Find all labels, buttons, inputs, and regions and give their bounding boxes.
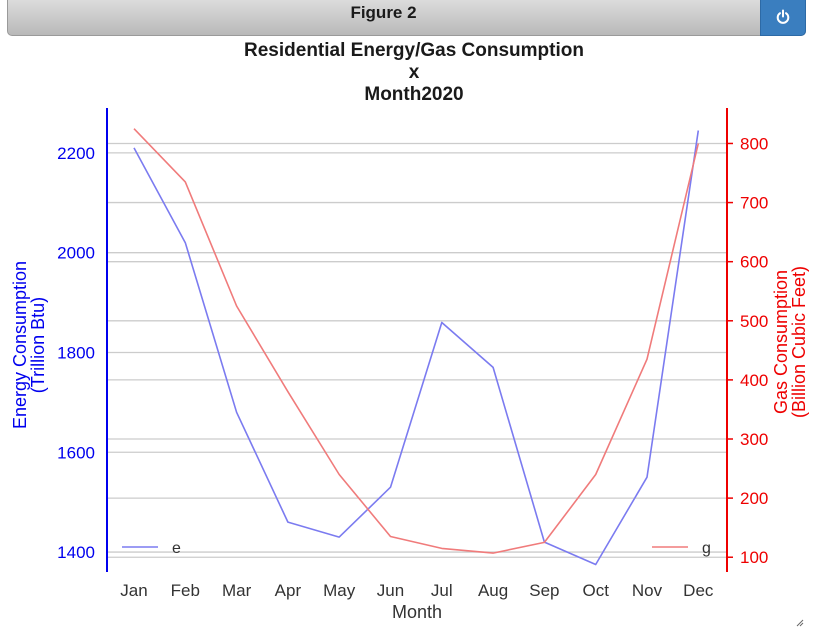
grid-lines (107, 142, 727, 558)
x-tick-label: Nov (632, 581, 663, 600)
figure-titlebar: Figure 2 (7, 0, 806, 36)
right-tick-label: 300 (740, 430, 768, 449)
chart-title-line: Residential Energy/Gas Consumption (244, 40, 584, 61)
left-tick-label: 1600 (57, 443, 95, 462)
right-axis-label: Gas Consumption (771, 270, 791, 414)
tick-labels: 1400 1600 1800 2000 2200 100 200 300 400 500 600 70… (57, 134, 768, 600)
x-tick-label: Mar (222, 581, 252, 600)
right-tick-label: 800 (740, 134, 768, 153)
x-tick-label: Feb (171, 581, 200, 600)
series-line-g (133, 128, 700, 554)
x-tick-label: Jun (377, 581, 404, 600)
resize-grip-icon[interactable] (796, 619, 804, 627)
left-tick-label: 2000 (57, 244, 95, 263)
legend-label-e: e (172, 540, 181, 557)
x-tick-label: Sep (529, 581, 559, 600)
window-title: Figure 2 (350, 3, 417, 22)
right-tick-label: 500 (740, 312, 768, 331)
axes (106, 108, 728, 572)
left-axis-label: (Trillion Btu) (28, 297, 48, 393)
x-tick-label: Jul (431, 581, 453, 600)
series-lines (133, 128, 700, 566)
power-icon (776, 9, 790, 24)
x-tick-label: May (323, 581, 356, 600)
left-tick-label: 1800 (57, 343, 95, 362)
axis-labels: Month Energy Consumption(Trillion Btu) Gas… (10, 261, 809, 622)
x-tick-label: Apr (275, 581, 302, 600)
chart-title-line: Month2020 (364, 84, 463, 105)
x-axis-label: Month (392, 602, 442, 622)
right-axis-label: (Billion Cubic Feet) (789, 266, 809, 418)
left-tick-label: 2200 (57, 144, 95, 163)
left-axis-label: Energy Consumption (10, 261, 30, 429)
chart-title: Residential Energy/Gas ConsumptionxMonth… (244, 40, 584, 105)
legend-label-g: g (702, 540, 711, 557)
right-tick-label: 400 (740, 371, 768, 390)
series-line-e (133, 130, 700, 566)
x-tick-label: Oct (582, 581, 609, 600)
chart-title-line: x (409, 62, 420, 83)
right-tick-label: 600 (740, 253, 768, 272)
right-tick-label: 200 (740, 489, 768, 508)
x-tick-label: Aug (478, 581, 508, 600)
x-tick-label: Jan (120, 581, 147, 600)
x-tick-label: Dec (683, 581, 714, 600)
right-tick-label: 700 (740, 194, 768, 213)
power-button[interactable] (760, 0, 806, 36)
left-tick-label: 1400 (57, 543, 95, 562)
right-tick-label: 100 (740, 548, 768, 567)
